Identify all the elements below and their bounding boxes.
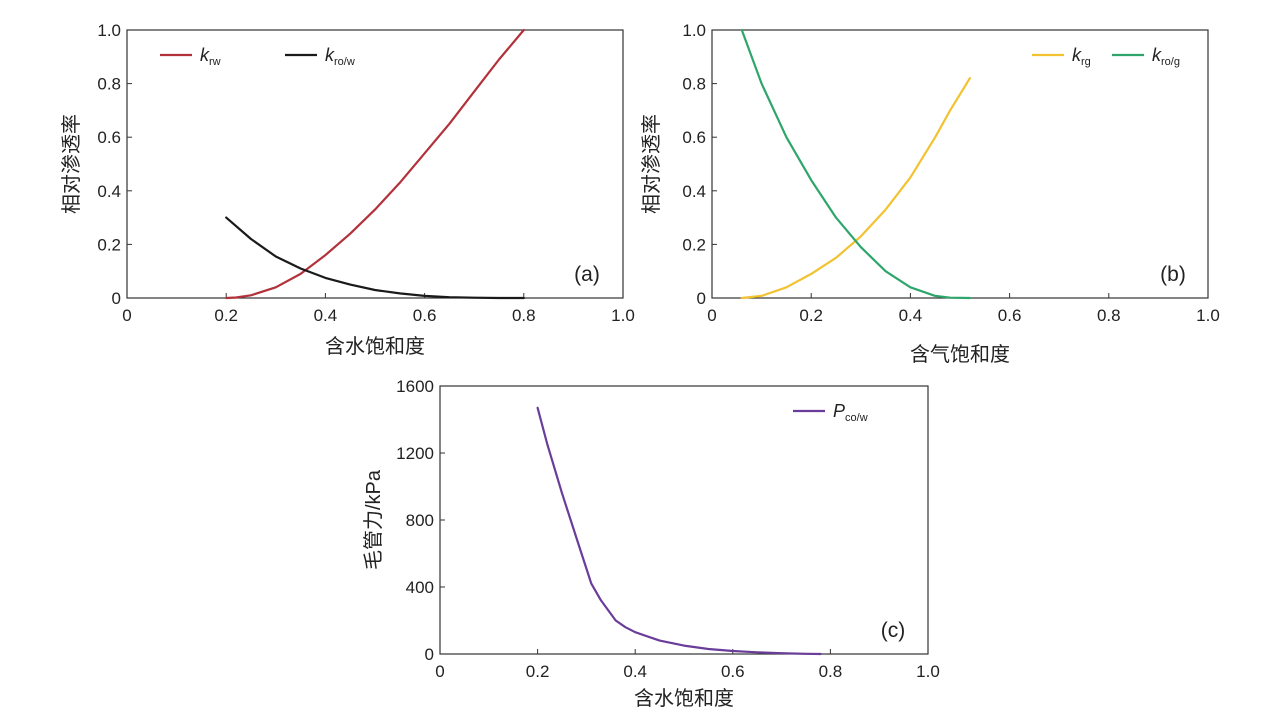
x-tick-label: 0.8 — [1097, 306, 1121, 325]
panel-label: (c) — [881, 619, 906, 642]
x-tick-label: 1.0 — [611, 306, 635, 325]
legend-label-main: k — [325, 45, 335, 65]
x-axis-title: 含水饱和度 — [634, 687, 734, 710]
legend-label-main: k — [1152, 45, 1162, 65]
series-line-k-ro/g — [740, 28, 971, 300]
y-tick-label: 1200 — [396, 444, 434, 463]
legend-label: Pco/w — [833, 401, 868, 424]
x-tick-label: 0.2 — [214, 306, 238, 325]
series-line-k-rw — [225, 28, 525, 300]
series-line-k-ro/w — [225, 216, 525, 300]
y-tick-label: 0.8 — [682, 75, 706, 94]
x-tick-label: 0 — [707, 306, 716, 325]
plot-frame — [711, 29, 1209, 299]
chart-panel-c: 0 0.2 0.4 0.6 0.8 1.0 0 400 800 1200 1600 含水饱和度 毛管力/… — [362, 377, 940, 710]
legend-label-sub: rw — [209, 56, 221, 68]
x-tick-label: 0.2 — [799, 306, 823, 325]
x-axis-title: 含气饱和度 — [910, 343, 1010, 366]
x-tick-label: 0.4 — [899, 306, 923, 325]
x-tick-label: 0.8 — [512, 306, 536, 325]
x-tick-label: 0.6 — [721, 662, 745, 681]
y-axis-title: 相对渗透率 — [60, 114, 83, 214]
panel-label: (a) — [574, 263, 600, 286]
y-axis-title: 相对渗透率 — [640, 114, 663, 214]
y-tick-label: 1.0 — [682, 21, 706, 40]
x-tick-label: 0 — [435, 662, 444, 681]
y-tick-label: 0.2 — [682, 235, 706, 254]
legend-label: krw — [200, 45, 221, 68]
y-tick-label: 0.6 — [682, 128, 706, 147]
x-tick-label: 0.2 — [526, 662, 550, 681]
x-axis-title: 含水饱和度 — [325, 335, 425, 358]
x-tick-label: 0.6 — [998, 306, 1022, 325]
y-tick-label: 0.8 — [97, 75, 121, 94]
x-tick-label: 1.0 — [916, 662, 940, 681]
series-line-k-rg — [740, 77, 971, 300]
panel-label: (b) — [1160, 263, 1186, 286]
series-line-P-co/w — [536, 406, 822, 656]
y-tick-label: 0.4 — [97, 182, 121, 201]
y-tick-label: 0 — [425, 645, 434, 664]
legend-label-sub: ro/g — [1161, 56, 1180, 68]
legend-label: kro/w — [325, 45, 355, 68]
x-tick-label: 0.6 — [413, 306, 437, 325]
y-tick-label: 0.6 — [97, 128, 121, 147]
y-tick-label: 0 — [697, 289, 706, 308]
y-tick-label: 0 — [112, 289, 121, 308]
legend-label-main: k — [200, 45, 210, 65]
y-tick-label: 0.2 — [97, 235, 121, 254]
y-tick-label: 1.0 — [97, 21, 121, 40]
x-tick-label: 0.4 — [623, 662, 647, 681]
y-tick-label: 1600 — [396, 377, 434, 396]
chart-panel-b: 0 0.2 0.4 0.6 0.8 1.0 0 0.2 0.4 0.6 0.8 1.0 含气饱和度 相对渗… — [640, 21, 1220, 366]
chart-panel-a: 0 0.2 0.4 0.6 0.8 1.0 0 0.2 0.4 0.6 0.8 1.0 含水饱和度 相对渗… — [60, 21, 635, 358]
plot-frame — [439, 385, 929, 655]
legend-label: kro/g — [1152, 45, 1180, 68]
legend-label: krg — [1072, 45, 1091, 68]
y-tick-label: 800 — [406, 511, 434, 530]
x-tick-label: 0 — [122, 306, 131, 325]
y-axis-title: 毛管力/kPa — [362, 469, 385, 570]
x-tick-label: 1.0 — [1196, 306, 1220, 325]
legend-label-main: P — [833, 401, 845, 421]
legend-label-sub: ro/w — [334, 56, 355, 68]
x-tick-label: 0.8 — [819, 662, 843, 681]
y-tick-label: 0.4 — [682, 182, 706, 201]
plot-frame — [126, 29, 624, 299]
y-tick-label: 400 — [406, 578, 434, 597]
legend-label-sub: rg — [1081, 56, 1091, 68]
legend-label-sub: co/w — [845, 412, 868, 424]
legend-label-main: k — [1072, 45, 1082, 65]
x-tick-label: 0.4 — [314, 306, 338, 325]
